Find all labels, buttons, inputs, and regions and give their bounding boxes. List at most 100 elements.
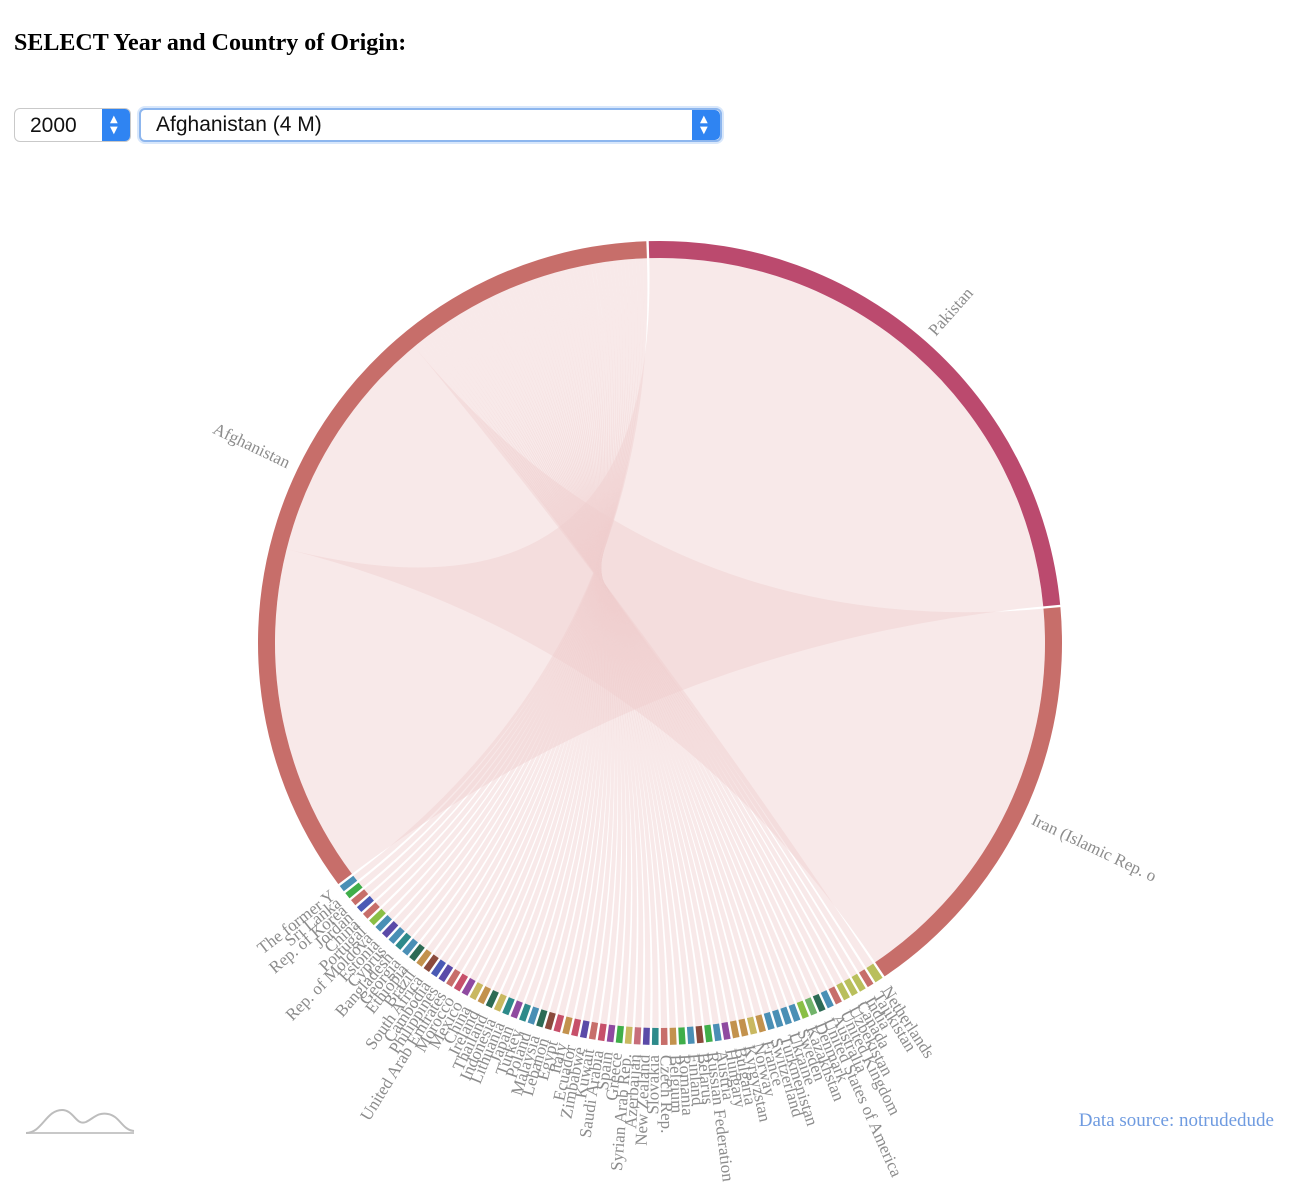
chord-arc[interactable] [721,1022,731,1040]
chord-arc[interactable] [446,968,461,987]
chord-arc[interactable] [875,607,1062,977]
chord-arc[interactable] [502,997,515,1016]
chord-label: Czech Rep. [656,1055,676,1134]
updown-chevron-icon[interactable]: ▲ ▼ [102,109,130,141]
chord-arc[interactable] [588,1021,599,1040]
chord-ribbon[interactable] [533,273,603,1009]
chord-arc[interactable] [402,938,418,956]
chord-arc[interactable] [395,932,412,950]
chord-arc[interactable] [571,1018,582,1037]
data-source-link[interactable]: Data source: notrudedude [1078,1110,1274,1131]
chord-ribbon[interactable] [462,265,606,977]
chord-arc[interactable] [544,1011,556,1030]
chord-arc[interactable] [362,902,380,919]
chord-arc[interactable] [485,989,499,1009]
chord-arc[interactable] [804,997,818,1016]
chord-arc[interactable] [438,964,454,983]
chord-label: Romania [675,1054,697,1117]
chord-arc[interactable] [851,973,866,992]
chord-arc[interactable] [562,1016,573,1035]
chord-arc[interactable] [660,1027,668,1045]
chord-ribbon[interactable] [518,283,622,1025]
chord-arc[interactable] [369,908,386,926]
chord-arc[interactable] [416,949,432,967]
chord-arc[interactable] [642,1027,650,1045]
chord-arc[interactable] [430,959,446,978]
chord-arc[interactable] [859,969,874,988]
chord-ribbon[interactable] [274,258,1044,874]
chord-arc[interactable] [257,241,647,885]
chord-label: Azerbaijan [621,1053,644,1129]
year-select[interactable]: 2000 ▲ ▼ [14,108,131,142]
chord-label: Finland [684,1053,707,1107]
chord-arc[interactable] [729,1020,740,1039]
chord-arc[interactable] [388,926,405,944]
chord-arc[interactable] [812,993,826,1013]
chord-arc[interactable] [820,990,834,1009]
chord-arc[interactable] [409,943,425,962]
chord-arc[interactable] [836,982,850,1001]
chord-label: Belgium [666,1054,687,1113]
chord-arc[interactable] [536,1009,548,1028]
chord-label: Iran (Islamic Rep. o [1029,810,1160,886]
chord-label: Slovakia [643,1054,663,1114]
chord-arc[interactable] [651,1027,659,1045]
country-select-value: Afghanistan (4 M) [156,113,322,136]
chord-arc[interactable] [345,882,363,899]
chord-arc[interactable] [796,1000,809,1019]
chord-label: New Zealand [632,1054,654,1146]
chord-ribbon[interactable] [470,266,605,981]
chord-arc[interactable] [633,1027,642,1045]
chord-arc[interactable] [738,1018,749,1037]
chord-arc[interactable] [356,895,374,913]
chord-arc[interactable] [423,954,439,972]
chord-arc[interactable] [704,1024,713,1043]
chord-ribbon[interactable] [521,282,618,1023]
chord-arc[interactable] [678,1027,686,1045]
year-select-value: 2000 [30,114,77,137]
chord-arc[interactable] [375,914,393,932]
chord-arc[interactable] [579,1020,590,1039]
chord-arc[interactable] [461,977,476,996]
chord-arc[interactable] [669,1027,677,1045]
chord-ribbon[interactable] [541,274,604,1012]
chord-arc[interactable] [763,1011,775,1031]
chord-ribbon[interactable] [414,343,874,969]
chord-arc[interactable] [453,973,469,992]
chord-arc[interactable] [615,1025,624,1044]
chord-arc[interactable] [755,1014,766,1033]
chord-arc[interactable] [606,1024,616,1043]
page-title: SELECT Year and Country of Origin: [14,30,407,56]
chord-arc[interactable] [510,1000,523,1019]
chord-arc[interactable] [712,1023,722,1042]
chord-arc[interactable] [553,1014,565,1033]
chord-arc[interactable] [339,875,358,892]
updown-chevron-icon[interactable]: ▲ ▼ [692,110,720,140]
chord-ribbon[interactable] [286,346,1045,963]
chord-arc[interactable] [843,978,858,997]
chord-arc[interactable] [493,993,507,1012]
chord-arc[interactable] [686,1026,695,1045]
chord-ribbon[interactable] [447,264,609,968]
chord-arc[interactable] [695,1025,704,1044]
chord-arc[interactable] [477,986,492,1005]
chord-arc[interactable] [772,1009,784,1028]
chord-arc[interactable] [381,921,399,938]
chord-arc[interactable] [648,241,1061,607]
chord-arc[interactable] [624,1026,633,1044]
chord-arc[interactable] [351,889,369,906]
mountain-wave-logo-icon [25,1108,135,1134]
chord-arc[interactable] [597,1023,607,1042]
chord-arcs [257,241,1062,1045]
country-select[interactable]: Afghanistan (4 M) ▲ ▼ [139,108,722,142]
chord-ribbon[interactable] [455,264,607,973]
chord-label: Spain [593,1050,617,1091]
chord-arc[interactable] [828,986,842,1005]
chord-arc[interactable] [527,1006,540,1025]
chord-arc[interactable] [519,1003,531,1022]
chord-arc[interactable] [780,1006,792,1025]
chord-arc[interactable] [746,1016,758,1035]
chord-arc[interactable] [788,1003,801,1022]
chord-arc[interactable] [469,982,484,1001]
chord-arc[interactable] [866,963,883,983]
